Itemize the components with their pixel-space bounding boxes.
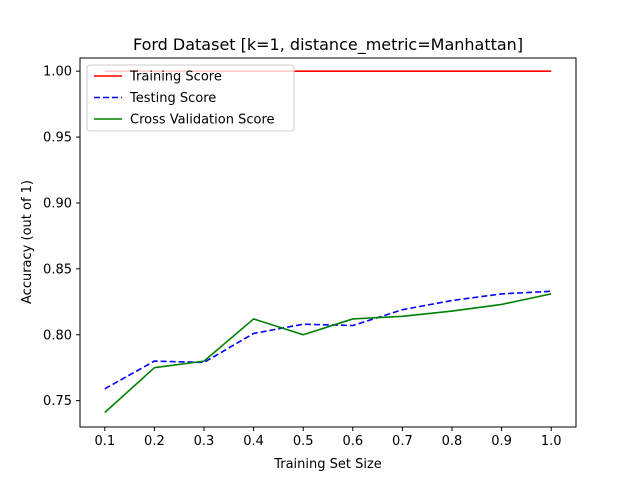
plot-frame <box>79 57 577 428</box>
x-tick-label: 0.7 <box>392 434 413 449</box>
x-tick-label: 0.1 <box>94 434 115 449</box>
y-tick-label: 0.80 <box>43 328 72 343</box>
y-tick-label: 1.00 <box>43 65 72 80</box>
y-tick-label: 0.90 <box>43 196 72 211</box>
legend-box <box>86 64 295 132</box>
axis-ticks: 0.1 0.2 0.3 0.4 0.5 0.6 0.7 0.8 0.9 1.0 0.75 0.80 0.… <box>43 65 561 449</box>
x-tick-label: 0.9 <box>491 434 512 449</box>
y-tick-label: 0.85 <box>43 262 72 277</box>
x-tick-label: 0.2 <box>144 434 165 449</box>
legend-label-2: Testing Score <box>129 91 216 106</box>
legend: Training Score Testing Score Cross Validat… <box>86 64 295 132</box>
x-tick-label: 0.8 <box>442 434 463 449</box>
x-tick-label: 0.5 <box>293 434 314 449</box>
x-tick-label: 0.3 <box>194 434 215 449</box>
x-tick-label: 0.6 <box>342 434 363 449</box>
y-axis-label: Accuracy (out of 1) <box>20 180 35 304</box>
y-tick-label: 0.75 <box>43 394 72 409</box>
x-axis-label: Training Set Size <box>273 457 382 472</box>
legend-label-3: Cross Validation Score <box>130 113 275 128</box>
chart-title: Ford Dataset [k=1, distance_metric=Manha… <box>133 35 523 55</box>
series-line-3 <box>104 293 552 414</box>
x-tick-label: 0.4 <box>243 434 264 449</box>
legend-label-1: Training Score <box>129 70 222 85</box>
series-line-2 <box>104 290 552 390</box>
x-tick-label: 1.0 <box>541 434 562 449</box>
y-tick-label: 0.95 <box>43 131 72 146</box>
